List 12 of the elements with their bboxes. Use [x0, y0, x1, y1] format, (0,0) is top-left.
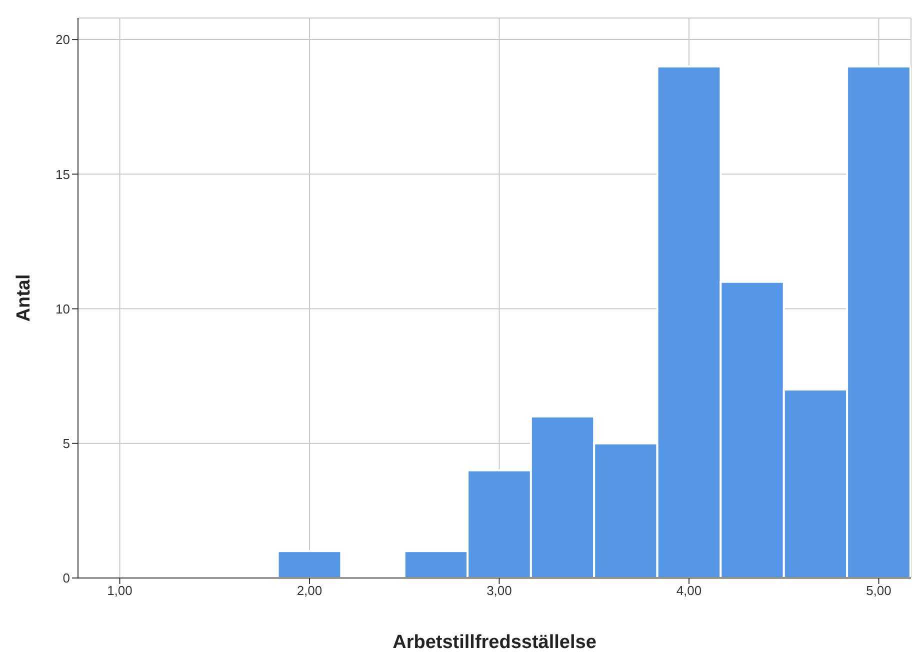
x-axis-title: Arbetstillfredsställelse: [392, 632, 596, 653]
x-tick-label: 5,00: [866, 583, 892, 598]
y-tick-label: 10: [56, 301, 70, 316]
x-tick-label: 3,00: [486, 583, 512, 598]
x-tick-label: 4,00: [676, 583, 702, 598]
x-tick-label: 1,00: [107, 583, 132, 598]
y-tick-label: 15: [56, 166, 70, 182]
y-axis-title: Antal: [14, 274, 35, 322]
y-tick-label: 20: [56, 32, 70, 48]
y-tick-label: 5: [62, 436, 70, 451]
y-tick-label: 0: [62, 570, 70, 586]
x-tick-label: 2,00: [296, 583, 322, 598]
